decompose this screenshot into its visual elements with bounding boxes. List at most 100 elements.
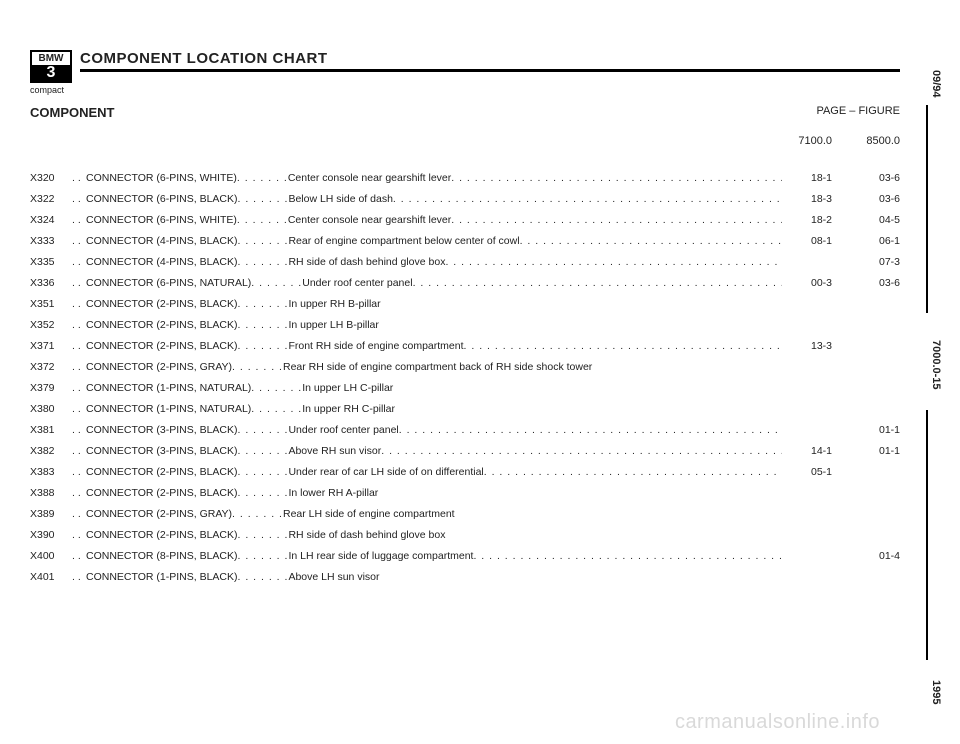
table-row: X351. . CONNECTOR (2-PINS, BLACK) . . . … <box>30 298 900 310</box>
component-code: X335 <box>30 256 72 268</box>
component-location: In LH rear side of luggage compartment <box>288 550 473 562</box>
table-row: X379. . CONNECTOR (1-PINS, NATURAL) . . … <box>30 382 900 394</box>
separator-dots: . . <box>72 277 86 289</box>
figure-sub: 8500.0 <box>850 135 900 147</box>
table-row: X381. . CONNECTOR (3-PINS, BLACK) . . . … <box>30 424 900 436</box>
separator-dots: . . <box>72 424 86 436</box>
separator-dots: . . <box>72 298 86 310</box>
leader-dots: . . . . . . . . . . . . . . . . . . . . … <box>399 424 782 436</box>
component-location: Below LH side of dash <box>288 193 392 205</box>
table-row: X388. . CONNECTOR (2-PINS, BLACK) . . . … <box>30 487 900 499</box>
separator-dots: . . <box>72 256 86 268</box>
component-code: X379 <box>30 382 72 394</box>
table-row: X390. . CONNECTOR (2-PINS, BLACK) . . . … <box>30 529 900 541</box>
component-code: X351 <box>30 298 72 310</box>
table-row: X382. . CONNECTOR (3-PINS, BLACK) . . . … <box>30 445 900 457</box>
component-location: Rear LH side of engine compartment <box>283 508 455 520</box>
title-rule <box>80 69 900 72</box>
component-code: X380 <box>30 403 72 415</box>
leader-dots: . . . . . . . <box>238 193 289 205</box>
component-code: X381 <box>30 424 72 436</box>
separator-dots: . . <box>72 466 86 478</box>
component-name: CONNECTOR (2-PINS, BLACK) <box>86 298 238 310</box>
figure-ref: 06-1 <box>850 235 900 247</box>
component-name: CONNECTOR (2-PINS, BLACK) <box>86 529 238 541</box>
side-year: 1995 <box>930 680 942 704</box>
side-section: 7000.0-15 <box>930 340 942 390</box>
component-code: X333 <box>30 235 72 247</box>
page-ref: 18-1 <box>782 172 850 184</box>
component-code: X389 <box>30 508 72 520</box>
table-row: X380. . CONNECTOR (1-PINS, NATURAL) . . … <box>30 403 900 415</box>
table-row: X383. . CONNECTOR (2-PINS, BLACK) . . . … <box>30 466 900 478</box>
figure-ref: 01-1 <box>850 445 900 457</box>
component-code: X382 <box>30 445 72 457</box>
table-row: X320. . CONNECTOR (6-PINS, WHITE) . . . … <box>30 172 900 184</box>
component-location: Rear RH side of engine compartment back … <box>283 361 592 373</box>
leader-dots: . . . . . . . <box>238 487 289 499</box>
page: BMW 3 compact COMPONENT LOCATION CHART C… <box>0 0 960 744</box>
component-location: Under rear of car LH side of on differen… <box>288 466 483 478</box>
table-row: X401. . CONNECTOR (1-PINS, BLACK) . . . … <box>30 571 900 583</box>
separator-dots: . . <box>72 361 86 373</box>
leader-dots: . . . . . . . <box>238 235 289 247</box>
chart-title: COMPONENT LOCATION CHART <box>80 50 900 69</box>
component-location: Front RH side of engine compartment <box>288 340 463 352</box>
separator-dots: . . <box>72 382 86 394</box>
page-ref: 13-3 <box>782 340 850 352</box>
separator-dots: . . <box>72 487 86 499</box>
component-code: X352 <box>30 319 72 331</box>
figure-ref: 03-6 <box>850 193 900 205</box>
component-location: Center console near gearshift lever <box>288 172 451 184</box>
component-location: Under roof center panel <box>302 277 412 289</box>
separator-dots: . . <box>72 172 86 184</box>
leader-dots: . . . . . . . <box>238 466 289 478</box>
leader-dots: . . . . . . . . . . . . . . . . . . . . … <box>473 550 782 562</box>
compact-label: compact <box>30 85 72 95</box>
separator-dots: . . <box>72 214 86 226</box>
component-name: CONNECTOR (2-PINS, BLACK) <box>86 340 238 352</box>
component-name: CONNECTOR (4-PINS, BLACK) <box>86 235 238 247</box>
separator-dots: . . <box>72 340 86 352</box>
page-ref: 18-3 <box>782 193 850 205</box>
component-name: CONNECTOR (1-PINS, NATURAL) <box>86 382 251 394</box>
component-name: CONNECTOR (6-PINS, WHITE) <box>86 172 237 184</box>
leader-dots: . . . . . . . <box>238 256 289 268</box>
table-row: X336. . CONNECTOR (6-PINS, NATURAL) . . … <box>30 277 900 289</box>
separator-dots: . . <box>72 571 86 583</box>
page-head-label: PAGE – FIGURE <box>816 105 900 117</box>
leader-dots: . . . . . . . . . . . . . . . . . . . . … <box>381 445 782 457</box>
watermark: carmanualsonline.info <box>675 711 880 734</box>
component-name: CONNECTOR (3-PINS, BLACK) <box>86 424 238 436</box>
leader-dots: . . . . . . . . . . . . . . . . . . . . … <box>413 277 782 289</box>
separator-dots: . . <box>72 235 86 247</box>
component-code: X388 <box>30 487 72 499</box>
component-code: X383 <box>30 466 72 478</box>
component-code: X324 <box>30 214 72 226</box>
component-name: CONNECTOR (6-PINS, BLACK) <box>86 193 238 205</box>
leader-dots: . . . . . . . <box>238 319 289 331</box>
component-name: CONNECTOR (1-PINS, NATURAL) <box>86 403 251 415</box>
separator-dots: . . <box>72 445 86 457</box>
page-ref: 00-3 <box>782 277 850 289</box>
component-code: X336 <box>30 277 72 289</box>
leader-dots: . . . . . . . <box>232 508 283 520</box>
component-location: Above LH sun visor <box>288 571 379 583</box>
subhead-row: COMPONENT PAGE – FIGURE 7100.0 8500.0 <box>30 105 900 147</box>
component-code: X320 <box>30 172 72 184</box>
component-name: CONNECTOR (2-PINS, BLACK) <box>86 319 238 331</box>
leader-dots: . . . . . . . . . . . . . . . . . . . . … <box>484 466 782 478</box>
leader-dots: . . . . . . . <box>238 298 289 310</box>
leader-dots: . . . . . . . <box>238 445 289 457</box>
side-line-top <box>926 105 928 313</box>
component-location: In upper LH C-pillar <box>302 382 393 394</box>
table-row: X352. . CONNECTOR (2-PINS, BLACK) . . . … <box>30 319 900 331</box>
leader-dots: . . . . . . . <box>251 403 302 415</box>
leader-dots: . . . . . . . <box>237 172 288 184</box>
table-row: X322. . CONNECTOR (6-PINS, BLACK) . . . … <box>30 193 900 205</box>
leader-dots: . . . . . . . . . . . . . . . . . . . . … <box>520 235 782 247</box>
figure-ref: 01-4 <box>850 550 900 562</box>
table-row: X389. . CONNECTOR (2-PINS, GRAY) . . . .… <box>30 508 900 520</box>
component-name: CONNECTOR (4-PINS, BLACK) <box>86 256 238 268</box>
page-sub: 7100.0 <box>782 135 832 147</box>
